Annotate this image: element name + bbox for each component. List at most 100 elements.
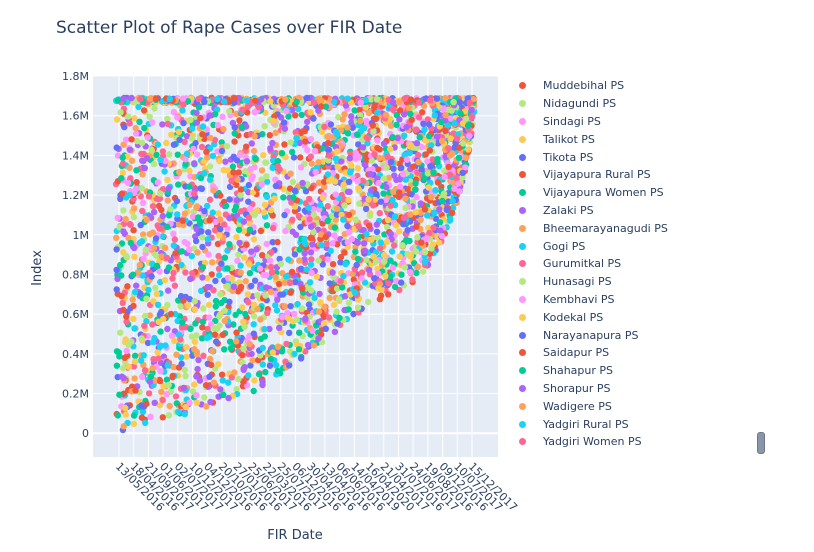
scatter-point (428, 194, 435, 201)
legend-item[interactable]: Narayanapura PS (516, 326, 766, 344)
scatter-point (193, 392, 200, 399)
scatter-point (391, 283, 399, 291)
scatter-point (396, 189, 403, 196)
legend-item[interactable]: Yadgiri Women PS (516, 433, 766, 451)
scatter-point (307, 136, 315, 143)
scatter-point (132, 387, 139, 394)
legend-item[interactable]: Nidagundi PS (516, 95, 766, 113)
scatter-point (349, 124, 356, 131)
scatter-point (121, 123, 128, 131)
scatter-point (182, 403, 189, 411)
legend-item[interactable]: Gurumitkal PS (516, 255, 766, 273)
scatter-point (215, 210, 222, 217)
scatter-point (387, 122, 395, 129)
scatter-point (350, 310, 357, 318)
scatter-point (319, 261, 326, 268)
scatter-point (337, 278, 344, 285)
legend-item[interactable]: Tikota PS (516, 148, 766, 166)
legend-item[interactable]: Shahapur PS (516, 362, 766, 380)
scatter-point (118, 272, 125, 279)
scatter-point (466, 99, 473, 107)
scatter-point (182, 372, 189, 380)
x-axis-ticks: 13/05/201618/04/201621/09/201701/06/2017… (113, 460, 520, 514)
legend-item[interactable]: Kembhavi PS (516, 291, 766, 309)
legend-item[interactable]: Hunasagi PS (516, 273, 766, 291)
scatter-point (354, 255, 362, 263)
scatter-point (191, 298, 198, 305)
scatter-point (438, 137, 446, 145)
scatter-point (142, 419, 149, 426)
scatter-point (212, 297, 220, 305)
scatter-point (297, 280, 304, 287)
scatter-point (122, 336, 129, 343)
scatter-point (342, 260, 349, 268)
legend-item[interactable]: Zalaki PS (516, 202, 766, 220)
scatter-point (250, 321, 257, 328)
legend[interactable]: Muddebihal PS Nidagundi PS Sindagi PS Talik… (516, 77, 766, 451)
scatter-point (344, 124, 351, 131)
legend-item[interactable]: Bheemarayanagudi PS (516, 219, 766, 237)
scatter-point (281, 125, 289, 132)
scatter-point (155, 318, 162, 325)
scatter-point (282, 227, 289, 235)
scatter-point (174, 211, 181, 218)
scatter-point (424, 170, 432, 177)
legend-item[interactable]: Vijayapura Women PS (516, 184, 766, 202)
scatter-point (376, 245, 384, 252)
scatter-point (206, 196, 214, 203)
scatter-point (249, 357, 256, 364)
legend-swatch (519, 438, 526, 446)
scatter-point (352, 149, 359, 157)
scatter-point (353, 261, 360, 269)
scatter-point (338, 211, 345, 218)
scatter-point (132, 358, 139, 365)
scatter-point (212, 303, 219, 310)
legend-item[interactable]: Sindagi PS (516, 113, 766, 131)
scatter-point (354, 178, 361, 185)
scatter-point (449, 198, 456, 205)
scatter-point (358, 275, 365, 282)
legend-item[interactable]: Shorapur PS (516, 380, 766, 398)
legend-swatch (519, 313, 526, 321)
scatter-point (404, 227, 411, 234)
scatter-point (389, 99, 397, 106)
scatter-point (413, 269, 420, 277)
legend-swatch (519, 384, 526, 392)
scatter-point (427, 97, 434, 104)
scatter-point (231, 138, 238, 145)
scatter-point (451, 185, 458, 192)
legend-item[interactable]: Talikot PS (516, 130, 766, 148)
scatter-point (373, 221, 380, 228)
legend-item[interactable]: Vijayapura Rural PS (516, 166, 766, 184)
scatter-point (221, 346, 228, 353)
scatter-point (284, 309, 291, 317)
scatter-point (388, 248, 396, 255)
scatter-point (129, 271, 137, 278)
legend-label: Zalaki PS (543, 203, 594, 217)
scatter-point (291, 208, 299, 215)
scatter-point (130, 420, 138, 427)
scatter-point (130, 363, 138, 370)
scatter-point (199, 274, 206, 281)
scatter-point (157, 377, 164, 385)
scatter-point (285, 256, 292, 263)
scatter-point (281, 303, 289, 310)
scatter-point (298, 111, 305, 119)
scatter-point (255, 103, 262, 111)
legend-item[interactable]: Saidapur PS (516, 344, 766, 362)
legend-item[interactable]: Kodekal PS (516, 308, 766, 326)
legend-item[interactable]: Gogi PS (516, 237, 766, 255)
legend-item[interactable]: Yadgiri Rural PS (516, 415, 766, 433)
legend-scrollbar[interactable] (757, 432, 765, 454)
y-tick-label: 0.2M (62, 388, 89, 401)
scatter-point (141, 124, 148, 132)
scatter-point (226, 196, 233, 203)
legend-item[interactable]: Wadigere PS (516, 397, 766, 415)
scatter-point (340, 216, 347, 223)
scatter-point (250, 236, 258, 243)
scatter-point (153, 151, 160, 158)
legend-item[interactable]: Muddebihal PS (516, 77, 766, 95)
scatter-point (168, 131, 175, 138)
scatter-point (436, 219, 444, 226)
scatter-point (291, 310, 298, 318)
